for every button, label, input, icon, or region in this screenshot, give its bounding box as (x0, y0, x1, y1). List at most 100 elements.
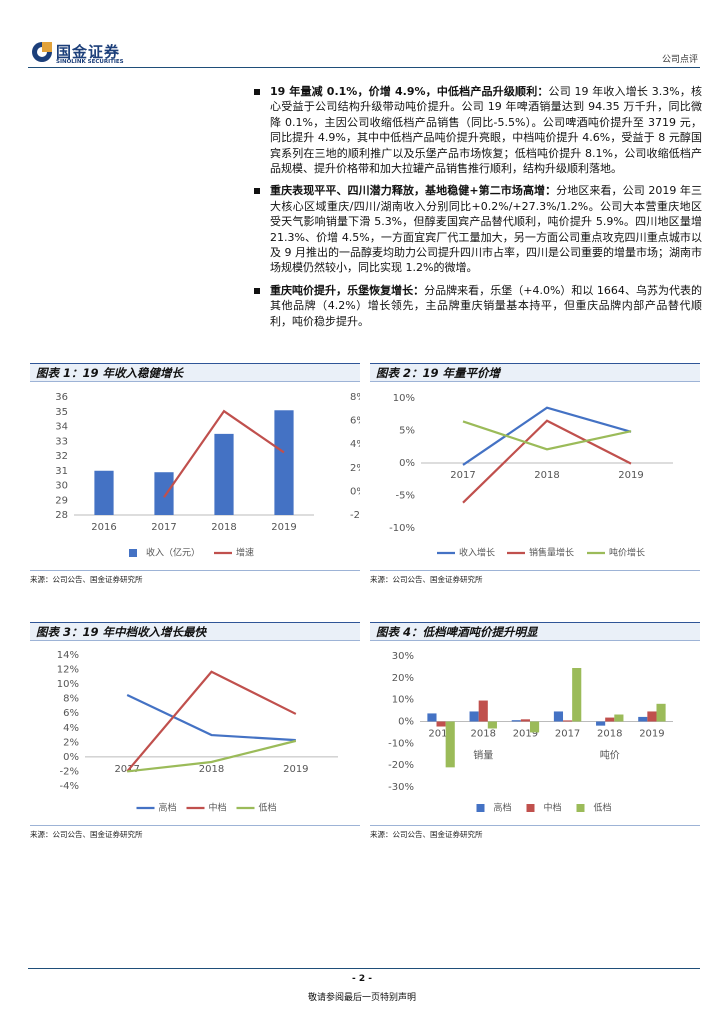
line-series (126, 670, 297, 773)
x-tick-label: 2017 (428, 729, 453, 740)
bar (647, 711, 657, 722)
x-tick-label: 2018 (211, 522, 236, 533)
bullet: 重庆表现平平、四川潜力释放，基地稳健+第二市场高增：分地区来看，公司 2019 … (250, 183, 702, 275)
y-tick-label: 12% (57, 665, 79, 676)
bullet-lead: 重庆吨价提升，乐堡恢复增长： (270, 283, 425, 297)
y-tick-label: 10% (57, 679, 79, 690)
bar (436, 721, 446, 727)
chart-title: 图表 1：19 年收入稳健增长 (30, 363, 360, 382)
bar (274, 410, 294, 515)
x-tick-label: 2017 (114, 764, 139, 775)
legend-label: 低档 (594, 802, 612, 814)
y-tick-label: 35 (55, 407, 68, 418)
legend-label: 高档 (494, 802, 512, 814)
y2-tick-label: 4% (350, 439, 360, 450)
y-tick-label: -10% (388, 738, 414, 749)
y-tick-label: 0% (399, 458, 415, 469)
legend-label: 低档 (259, 802, 277, 814)
x-tick-label: 2019 (639, 729, 664, 740)
bar (487, 721, 497, 729)
x-tick-label: 2018 (534, 470, 559, 481)
bar (605, 717, 615, 722)
y-tick-label: 30 (55, 481, 68, 492)
y2-tick-label: -2% (350, 510, 360, 521)
bar (529, 721, 540, 733)
legend-swatch (129, 549, 137, 557)
section-label: 公司点评 (661, 55, 698, 65)
x-tick-label: 2017 (151, 522, 176, 533)
header-rule (28, 67, 700, 68)
y-tick-label: -10% (389, 523, 415, 534)
bar (520, 719, 530, 722)
x-tick-label: 2019 (513, 729, 538, 740)
y-tick-label: 20% (392, 673, 414, 684)
logo-subtext: SINOLINK SECURITIES (56, 59, 124, 65)
y-tick-label: 34 (55, 422, 68, 433)
y-tick-label: 10% (393, 393, 415, 404)
chart-source: 来源：公司公告、国金证券研究所 (30, 570, 360, 585)
bar (427, 713, 437, 722)
x-tick-label: 2017 (555, 729, 580, 740)
y-tick-label: 5% (399, 426, 415, 437)
legend-label: 增速 (236, 547, 254, 559)
disclaimer-note: 敬请参阅最后一页特别声明 (307, 993, 416, 1003)
logo-icon (32, 42, 52, 62)
chart: -10% -5% 0% 5% 10% 2017 2018 2019 收入增长 销售量增长 吨价增长 (389, 393, 673, 559)
bar (563, 720, 573, 722)
y2-tick-label: 2% (350, 463, 360, 474)
legend-label: 中档 (544, 802, 562, 814)
bullet-text: 公司 19 年收入增长 3.3%，核心受益于公司结构升级带动吨价提升。公司 19… (270, 85, 702, 176)
group-label: 销量 (473, 749, 493, 762)
bullet: 重庆吨价提升，乐堡恢复增长：分品牌来看，乐堡（+4.0%）和以 1664、乌苏为… (250, 283, 702, 329)
bullet-text: 分地区来看，公司 2019 年三大核心区域重庆/四川/湖南收入分别同比+0.2%… (270, 184, 702, 275)
y-tick-label: 14% (57, 650, 79, 661)
bar (638, 716, 648, 722)
line-series (126, 694, 296, 742)
y-tick-label: -2% (60, 766, 79, 777)
y-tick-label: 36 (55, 392, 68, 403)
bullet-list: 19 年量减 0.1%，价增 4.9%，中低档产品升级顺利：公司 19 年收入增… (250, 84, 702, 336)
bullet-text: 分品牌来看，乐堡（+4.0%）和以 1664、乌苏为代表的其他品牌（4.2%）增… (270, 283, 702, 328)
y-tick-label: 33 (55, 436, 68, 447)
legend-label: 吨价增长 (609, 547, 645, 559)
chart: -30% -20% -10% 0% 10% 20% 30% 2017 2018 2019 2017 2… (388, 651, 673, 814)
line-series (127, 739, 297, 773)
bar (553, 711, 564, 722)
bullet: 19 年量减 0.1%，价增 4.9%，中低档产品升级顺利：公司 19 年收入增… (250, 84, 702, 176)
x-tick-label: 2019 (271, 522, 296, 533)
line-series (462, 419, 632, 504)
bar (614, 714, 624, 722)
chart: 28 29 30 31 32 33 34 35 36 -2% 0% 2% 4% 6% 8% 2016 2017 2… (55, 392, 360, 559)
bar (478, 700, 488, 722)
y-tick-label: 10% (392, 695, 414, 706)
line-series (163, 409, 285, 498)
y-tick-label: 4% (63, 723, 79, 734)
legend-label: 收入（亿元） (146, 547, 200, 559)
bar (214, 433, 234, 515)
x-tick-label: 2018 (471, 729, 496, 740)
chart: -4% -2% 0% 2% 4% 6% 8% 10% 12% 14% 2017 2018 2019 高档 中… (57, 650, 338, 814)
y-tick-label: 6% (63, 708, 79, 719)
y-tick-label: 2% (63, 737, 79, 748)
bar (469, 711, 479, 722)
chart-source: 来源：公司公告、国金证券研究所 (30, 825, 360, 840)
logo-text: 国金证券 (56, 43, 121, 61)
legend-label: 销售量增长 (529, 547, 574, 559)
legend-label: 收入增长 (459, 547, 495, 559)
chart-source: 来源：公司公告、国金证券研究所 (370, 825, 700, 840)
y-tick-label: 0% (63, 752, 79, 763)
group-label: 吨价 (600, 749, 620, 762)
x-tick-label: 2019 (283, 764, 308, 775)
y-tick-label: 0% (398, 717, 414, 728)
y-tick-label: 29 (55, 495, 68, 506)
chart-title: 图表 2：19 年量平价增 (370, 363, 700, 382)
legend-label: 高档 (159, 802, 177, 814)
y2-tick-label: 8% (350, 392, 360, 403)
bar (445, 721, 455, 768)
y-tick-label: -4% (60, 781, 79, 792)
bar (656, 703, 666, 722)
bar (94, 470, 114, 515)
footer-rule (28, 968, 700, 969)
y2-tick-label: 6% (350, 416, 360, 427)
